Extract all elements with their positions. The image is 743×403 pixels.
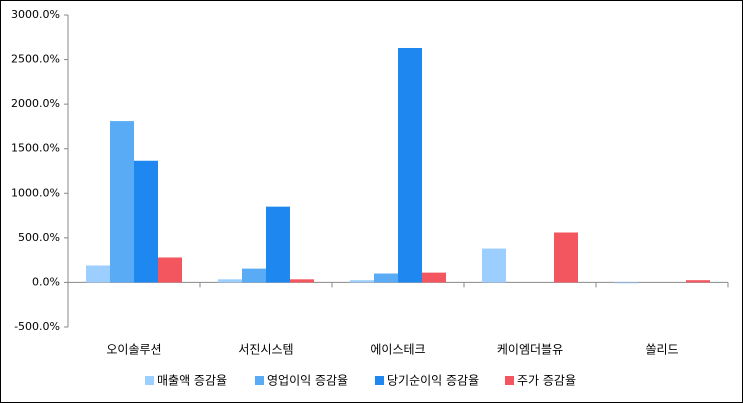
y-tick-label: 2500.0% [11, 53, 60, 66]
bar [242, 268, 266, 283]
y-tick-label: 2000.0% [11, 97, 60, 110]
bar [374, 273, 398, 283]
legend-swatch [255, 376, 264, 385]
legend-swatch [505, 376, 514, 385]
y-tick-label: 500.0% [18, 231, 60, 244]
x-tick-label: 에이스테크 [370, 343, 425, 357]
bar [110, 121, 134, 283]
x-tick-label: 서진시스템 [238, 343, 293, 357]
y-tick-label: 0.0% [32, 275, 60, 288]
bar [350, 280, 374, 283]
y-tick-label: -500.0% [14, 320, 60, 333]
bar [614, 282, 638, 284]
legend-swatch [145, 376, 154, 385]
x-tick-label: 쏠리드 [645, 343, 678, 357]
legend-label: 매출액 증감율 [157, 374, 227, 388]
bar [158, 257, 182, 283]
bar [290, 279, 314, 283]
bar [686, 280, 710, 283]
bar [266, 206, 290, 283]
x-tick-label: 오이솔루션 [106, 343, 161, 357]
legend-swatch [375, 376, 384, 385]
legend-label: 주가 증감율 [517, 374, 576, 388]
bar [554, 232, 578, 283]
y-tick-label: 3000.0% [11, 8, 60, 21]
x-tick-label: 케이엠더블유 [497, 343, 563, 357]
bar [86, 265, 110, 283]
y-tick-label: 1000.0% [11, 186, 60, 199]
y-tick-label: 1500.0% [11, 142, 60, 155]
bar [218, 279, 242, 283]
bar [482, 248, 506, 283]
legend-label: 당기순이익 증감율 [387, 374, 479, 388]
bar [398, 47, 422, 283]
bar [422, 272, 446, 283]
legend-label: 영업이익 증감율 [267, 374, 348, 388]
bar [134, 160, 158, 283]
